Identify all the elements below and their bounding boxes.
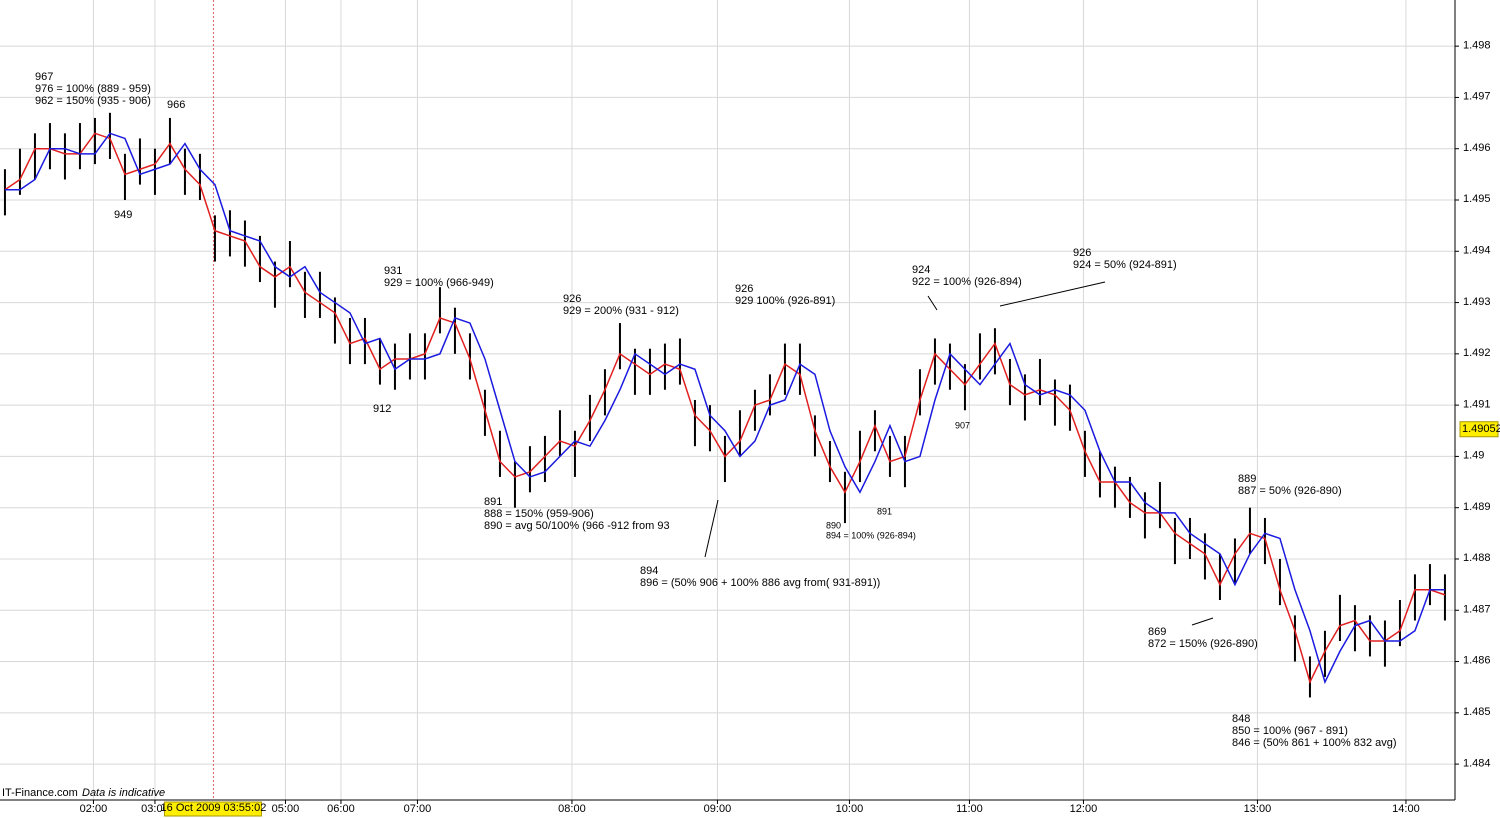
annotation-line [999, 281, 1106, 307]
annotation: 848 [1232, 713, 1250, 725]
y-tick-label: 1.495 [1463, 193, 1491, 205]
y-tick-label: 1.487 [1463, 603, 1491, 615]
last-price-box [1459, 421, 1499, 438]
y-tick-label: 1.484 [1463, 757, 1491, 769]
x-tick-label: 12:00 [1070, 803, 1098, 815]
labels: 1.484 1.485 1.486 1.487 1.488 1.489 1.49 1.491 1… [35, 39, 1500, 817]
annotation: 896 = (50% 906 + 100% 886 avg from( 931-… [640, 577, 880, 589]
annotation-line [1191, 617, 1214, 626]
x-tick-label: 07:00 [404, 803, 432, 815]
moving-average-line [4, 132, 1446, 685]
annotation: 869 [1148, 626, 1166, 638]
annotation: 966 [167, 99, 185, 111]
y-tick-label: 1.486 [1463, 655, 1491, 667]
annotation: 967 [35, 71, 53, 83]
annotation: 907 [955, 420, 970, 430]
y-tick-label: 1.491 [1463, 398, 1491, 410]
annotation: 887 = 50% (926-890) [1238, 485, 1342, 497]
y-tick-label: 1.489 [1463, 501, 1491, 513]
last-price-label: 1.49052 [1462, 423, 1500, 435]
moving-average-line [4, 132, 1445, 685]
annotation-line [704, 499, 719, 558]
cursor-label-box [163, 801, 262, 817]
y-tick-label: 1.496 [1463, 142, 1491, 154]
annotation: 890 = avg 50/100% (966 -912 from 93 [484, 520, 670, 532]
x-tick-label: 06:00 [327, 803, 355, 815]
annotation: 949 [114, 209, 132, 221]
x-tick-label: 02:00 [80, 803, 108, 815]
x-tick-label: 09:00 [704, 803, 732, 815]
x-tick-label: 11:00 [956, 803, 983, 815]
y-tick-label: 1.485 [1463, 706, 1491, 718]
x-tick-label: 14:00 [1392, 803, 1420, 815]
y-tick-label: 1.49 [1463, 450, 1484, 462]
annotation: 888 = 150% (959-906) [484, 508, 594, 520]
x-tick-label: 08:00 [558, 803, 586, 815]
annotation: 931 [384, 265, 402, 277]
annotation: 890 [826, 520, 841, 530]
annotation: 891 [877, 506, 892, 516]
y-tick-label: 1.492 [1463, 347, 1491, 359]
annotation: 924 = 50% (924-891) [1073, 259, 1177, 271]
source: IT-Finance.com [2, 787, 78, 799]
annotation: 894 [640, 565, 658, 577]
note: Data is indicative [82, 787, 165, 799]
annotation: 872 = 150% (926-890) [1148, 638, 1258, 650]
grid [0, 0, 1459, 804]
x-tick-label: 13:00 [1244, 803, 1272, 815]
y-tick-label: 1.494 [1463, 244, 1491, 256]
x-tick-label: 03:00 [141, 803, 169, 815]
annotation: 924 [912, 264, 930, 276]
annotation: 889 [1238, 473, 1256, 485]
y-tick-label: 1.488 [1463, 552, 1491, 564]
annotation: 929 = 100% (966-949) [384, 277, 494, 289]
annotation: 926 [1073, 247, 1091, 259]
y-tick-label: 1.497 [1463, 91, 1491, 103]
annotation: 926 [735, 283, 753, 295]
annotation: 929 100% (926-891) [735, 295, 835, 307]
annotation: 846 = (50% 861 + 100% 832 avg) [1232, 737, 1397, 749]
annotation: 891 [484, 496, 502, 508]
annotation: 962 = 150% (935 - 906) [35, 95, 151, 107]
cursor-label: 16 Oct 2009 03:55:02 [161, 802, 267, 814]
annotation: 929 = 200% (931 - 912) [563, 305, 679, 317]
annotation: 850 = 100% (967 - 891) [1232, 725, 1348, 737]
annotation: 926 [563, 293, 581, 305]
annotation: 894 = 100% (926-894) [826, 530, 916, 540]
y-tick-label: 1.493 [1463, 296, 1491, 308]
x-tick-label: 05:00 [272, 803, 300, 815]
y-tick-label: 1.498 [1463, 39, 1491, 51]
annotation: 976 = 100% (889 - 959) [35, 83, 151, 95]
plot [3, 112, 1446, 698]
annotation-line [927, 295, 938, 311]
annotation: 922 = 100% (926-894) [912, 276, 1022, 288]
x-tick-label: 10:00 [836, 803, 864, 815]
annotation: 912 [373, 403, 391, 415]
